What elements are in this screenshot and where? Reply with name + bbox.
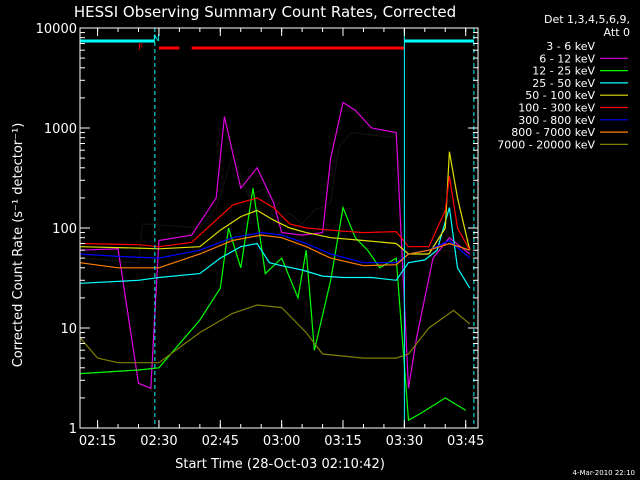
series-line-5	[79, 176, 471, 251]
legend-label-2: 12 - 25 keV	[532, 65, 595, 78]
legend-label-3: 25 - 50 keV	[532, 77, 595, 90]
x-tick-label-1: 02:30	[140, 434, 177, 449]
series-line-1	[79, 101, 471, 390]
series-line-4	[79, 151, 471, 255]
legend-label-8: 7000 - 20000 keV	[497, 138, 595, 151]
chart-title: HESSI Observing Summary Count Rates, Cor…	[74, 3, 456, 21]
y-axis-label: Corrected Count Rate (s⁻¹ detector⁻¹)	[11, 123, 26, 368]
series-line-2	[79, 188, 467, 422]
series-line-8	[79, 304, 471, 364]
legend-label-6: 300 - 800 keV	[518, 114, 595, 127]
x-tick-label-2: 02:45	[202, 434, 239, 449]
y-tick-label-1: 10	[60, 322, 77, 337]
x-axis-label: Start Time (28-Oct-03 02:10:42)	[175, 457, 385, 472]
y-tick-label-2: 100	[52, 222, 77, 237]
x-tick-label-4: 03:15	[324, 434, 361, 449]
legend-label-0: 3 - 6 keV	[546, 40, 595, 53]
legend-header-line-2: Att 0	[604, 26, 630, 39]
legend-label-7: 800 - 7000 keV	[511, 126, 595, 139]
x-tick-label-3: 03:00	[263, 434, 300, 449]
flag-f: F	[138, 43, 143, 53]
series-line-3	[79, 207, 471, 289]
legend-label-1: 6 - 12 keV	[539, 52, 595, 65]
series-line-7	[79, 234, 470, 269]
legend-header-line-1: Det 1,3,4,5,6,9,	[544, 13, 630, 26]
y-tick-label-0: 1	[69, 422, 77, 437]
flag-n: N	[153, 34, 160, 44]
legend-label-4: 50 - 100 keV	[525, 89, 595, 102]
series-line-0	[79, 131, 470, 264]
y-tick-label-4: 10000	[36, 22, 77, 37]
x-tick-label-5: 03:30	[386, 434, 423, 449]
y-tick-label-3: 1000	[44, 122, 77, 137]
x-tick-label-0: 02:15	[79, 434, 116, 449]
x-tick-label-6: 03:45	[447, 434, 484, 449]
plot-area	[79, 28, 475, 428]
footer-date: 4-Mar-2010 22:10	[573, 469, 635, 477]
axes: 02:15 02:30 02:45 03:00 03:15 03:30 03:45 1 10 10…	[36, 22, 485, 449]
legend-label-5: 100 - 300 keV	[518, 102, 595, 115]
